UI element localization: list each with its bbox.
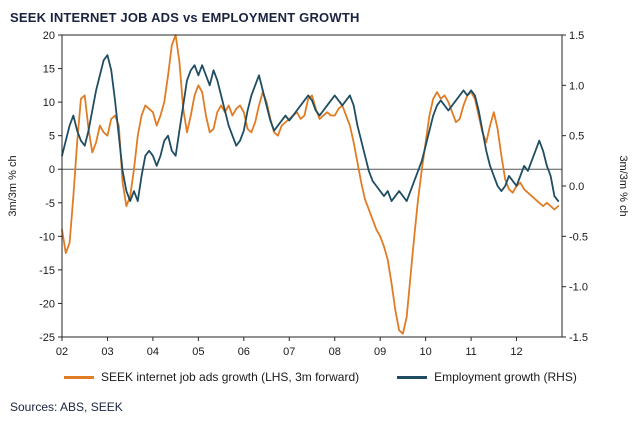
x-axis-tick-label: 09 [374, 346, 386, 358]
legend-item-seek: SEEK internet job ads growth (LHS, 3m fo… [64, 370, 359, 384]
legend-item-employment: Employment growth (RHS) [397, 370, 577, 384]
x-axis-tick-label: 12 [510, 346, 522, 358]
x-axis-tick-label: 04 [147, 346, 159, 358]
right-axis-title: 3m/3m % ch [617, 155, 629, 216]
x-axis-tick-label: 05 [192, 346, 204, 358]
x-axis-tick-label: 10 [420, 346, 432, 358]
left-axis-tick-label: -5 [45, 198, 55, 210]
x-axis-tick-label: 03 [101, 346, 113, 358]
legend-label-seek: SEEK internet job ads growth (LHS, 3m fo… [101, 370, 360, 384]
plot-border [61, 34, 563, 338]
left-axis-tick-label: -15 [39, 265, 55, 277]
seek-line-swatch [64, 375, 94, 379]
left-axis-tick-label: 20 [43, 30, 55, 42]
left-axis-tick-label: -25 [39, 332, 55, 344]
employment-growth-line [61, 54, 560, 203]
chart-title: SEEK INTERNET JOB ADS vs EMPLOYMENT GROW… [10, 10, 360, 25]
left-axis-tick-label: 5 [49, 131, 55, 143]
right-axis-tick-label: 1.5 [569, 30, 584, 42]
right-axis-tick-label: -1.5 [569, 332, 588, 344]
x-axis-tick-label: 02 [56, 346, 68, 358]
left-axis-tick-label: 10 [43, 97, 55, 109]
chart-canvas: 20 15 10 5 0 -5 -10 -15 -20 -25 1.5 1.0 0.5 0.0 -0.5 -1… [7, 30, 629, 358]
left-axis-title: 3m/3m % ch [7, 155, 19, 216]
right-axis-tick-label: 0.5 [569, 131, 584, 143]
right-axis-tick-label: -0.5 [569, 231, 588, 243]
employment-line-swatch [397, 375, 428, 379]
seek-job-ads-line [61, 34, 560, 335]
right-axis-tick-label: 1.0 [569, 80, 584, 92]
chart-legend: SEEK internet job ads growth (LHS, 3m fo… [0, 370, 638, 384]
x-axis-tick-label: 08 [329, 346, 341, 358]
x-axis-tick-label: 11 [465, 346, 476, 358]
legend-label-employment: Employment growth (RHS) [434, 370, 577, 384]
x-axis-tick-label: 06 [238, 346, 250, 358]
chart-area: 20 15 10 5 0 -5 -10 -15 -20 -25 1.5 1.0 0.5 0.0 -0.5 -1… [0, 27, 638, 366]
sources-note: Sources: ABS, SEEK [10, 400, 123, 414]
right-axis-tick-label: 0.0 [569, 181, 584, 193]
x-axis-tick-label: 07 [283, 346, 295, 358]
left-axis-tick-label: -10 [39, 231, 55, 243]
left-axis-tick-label: 0 [49, 164, 55, 176]
left-axis-tick-label: -20 [39, 298, 55, 310]
right-axis-tick-label: -1.0 [569, 282, 588, 294]
left-axis-tick-label: 15 [43, 64, 55, 76]
